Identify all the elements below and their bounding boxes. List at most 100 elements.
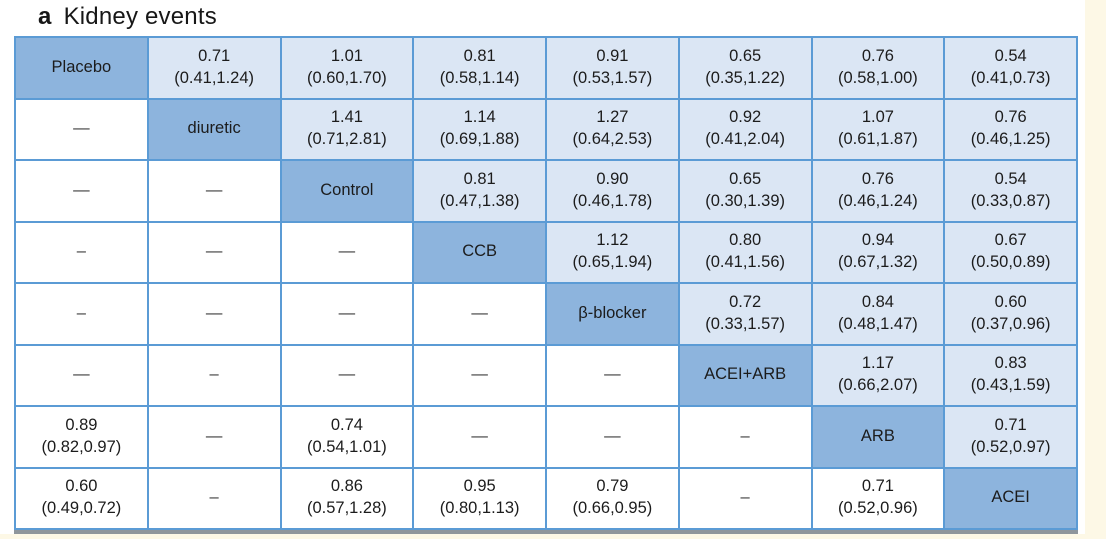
estimate-value: 1.07 [861, 108, 894, 127]
estimate-cell: 0.91 (0.53,1.57) [545, 36, 680, 100]
estimate-cell: 0.94 (0.67,1.32) [810, 220, 946, 284]
empty-cell: — [14, 97, 149, 161]
estimate-cell: 0.71 (0.52,0.96) [810, 466, 946, 530]
estimate-value: 0.86 [330, 477, 363, 496]
estimate-cell: 0.86 (0.57,1.28) [279, 466, 415, 530]
estimate-value: 0.54 [994, 169, 1027, 188]
estimate-cell: 0.54 (0.41,0.73) [943, 36, 1078, 100]
table-row: — – — — — ACEI+ARB 1.17 (0.66,2.07) 0.83 (0.43,1.… [14, 343, 1078, 407]
empty-cell: – [677, 466, 813, 530]
league-table-body: Placebo 0.71 (0.41,1.24) 1.01 (0.60,1.70) 0.8… [14, 36, 1078, 530]
estimate-cell: 1.14 (0.69,1.88) [412, 97, 547, 161]
empty-cell: – [14, 220, 149, 284]
estimate-cell: 0.54 (0.33,0.87) [943, 159, 1078, 223]
figure-title-text: Kidney events [63, 3, 217, 30]
estimate-value: 0.60 [65, 477, 98, 496]
estimate-cell: 0.71 (0.52,0.97) [943, 405, 1078, 469]
estimate-value: 0.72 [729, 292, 762, 311]
estimate-value: 0.89 [65, 415, 98, 434]
estimate-value: 0.90 [596, 169, 629, 188]
estimate-value: 0.81 [463, 169, 496, 188]
estimate-cell: 1.41 (0.71,2.81) [279, 97, 415, 161]
estimate-value: 1.27 [596, 108, 629, 127]
estimate-value: 0.83 [994, 354, 1027, 373]
estimate-cell: 0.65 (0.30,1.39) [677, 159, 813, 223]
table-row: – — — — β-blocker 0.72 (0.33,1.57) 0.84 (0.48,1.… [14, 282, 1078, 346]
estimate-cell: 0.83 (0.43,1.59) [943, 343, 1078, 407]
estimate-cell: 0.71 (0.41,1.24) [146, 36, 282, 100]
estimate-cell: 0.92 (0.41,2.04) [677, 97, 813, 161]
estimate-cell: 0.76 (0.46,1.25) [943, 97, 1078, 161]
confidence-interval: (0.46,1.24) [837, 191, 918, 210]
estimate-value: 0.71 [994, 415, 1027, 434]
confidence-interval: (0.65,1.94) [572, 253, 653, 272]
estimate-value: 0.92 [729, 108, 762, 127]
confidence-interval: (0.47,1.38) [439, 191, 520, 210]
confidence-interval: (0.50,0.89) [970, 253, 1051, 272]
table-row: 0.89 (0.82,0.97) —0.74 (0.54,1.01) — — – ARB 0.7… [14, 405, 1078, 469]
confidence-interval: (0.52,0.96) [837, 499, 918, 518]
estimate-cell: 0.60 (0.37,0.96) [943, 282, 1078, 346]
confidence-interval: (0.46,1.25) [970, 130, 1051, 149]
treatment-cell: CCB [412, 220, 547, 284]
estimate-value: 1.12 [596, 231, 629, 250]
confidence-interval: (0.82,0.97) [41, 437, 122, 456]
estimate-cell: 0.79 (0.66,0.95) [545, 466, 680, 530]
estimate-cell: 1.01 (0.60,1.70) [279, 36, 415, 100]
empty-cell: — [146, 405, 282, 469]
page-edge-bottom [0, 534, 1106, 539]
confidence-interval: (0.37,0.96) [970, 314, 1051, 333]
table-row: 0.60 (0.49,0.72) – 0.86 (0.57,1.28) 0.95 (0.80… [14, 466, 1078, 530]
estimate-cell: 0.76 (0.58,1.00) [810, 36, 946, 100]
table-row: Placebo 0.71 (0.41,1.24) 1.01 (0.60,1.70) 0.8… [14, 36, 1078, 100]
treatment-cell: ACEI [943, 466, 1078, 530]
empty-cell: — [146, 282, 282, 346]
estimate-cell: 1.27 (0.64,2.53) [545, 97, 680, 161]
estimate-value: 0.81 [463, 46, 496, 65]
estimate-value: 0.65 [729, 169, 762, 188]
confidence-interval: (0.46,1.78) [572, 191, 653, 210]
estimate-cell: 1.07 (0.61,1.87) [810, 97, 946, 161]
confidence-interval: (0.67,1.32) [837, 253, 918, 272]
estimate-cell: 0.76 (0.46,1.24) [810, 159, 946, 223]
confidence-interval: (0.41,0.73) [970, 68, 1051, 87]
estimate-value: 0.95 [463, 477, 496, 496]
estimate-cell: 0.72 (0.33,1.57) [677, 282, 813, 346]
estimate-cell: 0.60 (0.49,0.72) [14, 466, 149, 530]
estimate-cell: 0.84 (0.48,1.47) [810, 282, 946, 346]
confidence-interval: (0.49,0.72) [41, 499, 122, 518]
confidence-interval: (0.48,1.47) [837, 314, 918, 333]
empty-cell: – [677, 405, 813, 469]
estimate-value: 0.65 [729, 46, 762, 65]
confidence-interval: (0.54,1.01) [306, 437, 387, 456]
estimate-cell: 0.95 (0.80,1.13) [412, 466, 547, 530]
empty-cell: — [412, 343, 547, 407]
empty-cell: – [146, 466, 282, 530]
estimate-cell: 0.67 (0.50,0.89) [943, 220, 1078, 284]
page-edge-right [1085, 0, 1106, 539]
confidence-interval: (0.66,2.07) [837, 376, 918, 395]
empty-cell: — [412, 282, 547, 346]
estimate-cell: 0.74 (0.54,1.01) [279, 405, 415, 469]
confidence-interval: (0.41,1.56) [705, 253, 786, 272]
confidence-interval: (0.66,0.95) [572, 499, 653, 518]
estimate-cell: 0.65 (0.35,1.22) [677, 36, 813, 100]
empty-cell: — [279, 282, 415, 346]
treatment-cell: ARB [810, 405, 946, 469]
table-row: — diuretic 1.41 (0.71,2.81) 1.14 (0.69,1.88) 1… [14, 97, 1078, 161]
empty-cell: — [14, 343, 149, 407]
confidence-interval: (0.53,1.57) [572, 68, 653, 87]
confidence-interval: (0.33,0.87) [970, 191, 1051, 210]
estimate-value: 0.71 [861, 477, 894, 496]
confidence-interval: (0.41,1.24) [174, 68, 255, 87]
confidence-interval: (0.58,1.00) [837, 68, 918, 87]
confidence-interval: (0.58,1.14) [439, 68, 520, 87]
confidence-interval: (0.41,2.04) [705, 130, 786, 149]
estimate-value: 0.54 [994, 46, 1027, 65]
estimate-cell: 0.89 (0.82,0.97) [14, 405, 149, 469]
treatment-cell: Placebo [14, 36, 149, 100]
empty-cell: — [545, 405, 680, 469]
confidence-interval: (0.35,1.22) [705, 68, 786, 87]
estimate-value: 1.01 [330, 46, 363, 65]
empty-cell: — [412, 405, 547, 469]
